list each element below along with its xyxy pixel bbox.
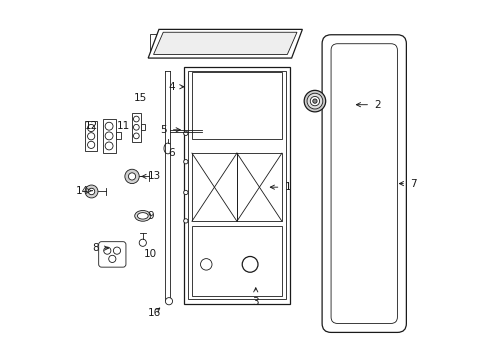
Bar [141, 125, 145, 130]
Ellipse shape [135, 211, 151, 221]
Circle shape [88, 188, 95, 195]
Text: 16: 16 [148, 308, 161, 318]
Text: 4: 4 [168, 82, 184, 92]
Polygon shape [153, 32, 297, 54]
Circle shape [313, 99, 317, 103]
Text: 10: 10 [144, 248, 156, 258]
Bar [192, 226, 282, 296]
Circle shape [128, 173, 136, 180]
Bar [150, 35, 158, 54]
Circle shape [307, 93, 323, 109]
Text: 13: 13 [141, 171, 161, 181]
Text: 15: 15 [134, 93, 147, 103]
Text: 8: 8 [92, 243, 108, 253]
Circle shape [105, 142, 113, 150]
Bar [132, 113, 141, 142]
Text: 3: 3 [252, 288, 259, 307]
Bar [192, 72, 282, 139]
Circle shape [242, 256, 258, 272]
Text: 2: 2 [356, 100, 381, 110]
Text: 1: 1 [270, 182, 292, 192]
Circle shape [125, 169, 139, 184]
Circle shape [166, 298, 172, 305]
Text: 5: 5 [160, 125, 180, 135]
Circle shape [133, 133, 139, 139]
Circle shape [113, 247, 121, 254]
Text: 14: 14 [76, 186, 92, 196]
Text: 7: 7 [399, 179, 417, 189]
Text: 9: 9 [147, 211, 154, 221]
Circle shape [184, 159, 188, 164]
Bar [237, 153, 282, 221]
Circle shape [85, 185, 98, 198]
Text: 11: 11 [117, 121, 130, 131]
Circle shape [184, 190, 188, 195]
Polygon shape [148, 30, 302, 58]
Bar [85, 121, 97, 151]
Bar [188, 71, 286, 300]
FancyBboxPatch shape [322, 35, 406, 332]
Circle shape [105, 122, 113, 130]
Circle shape [88, 133, 95, 140]
Circle shape [88, 141, 95, 148]
Text: 6: 6 [168, 148, 175, 158]
FancyBboxPatch shape [98, 242, 126, 267]
Circle shape [304, 90, 326, 112]
Bar [192, 153, 237, 221]
Circle shape [133, 125, 139, 130]
Circle shape [105, 132, 113, 140]
Circle shape [88, 125, 95, 132]
Circle shape [109, 255, 116, 262]
Circle shape [133, 116, 139, 122]
FancyBboxPatch shape [331, 44, 397, 323]
Bar [102, 119, 116, 153]
Circle shape [104, 247, 111, 254]
Bar [184, 67, 290, 304]
Text: 12: 12 [85, 121, 98, 131]
Bar [116, 132, 121, 139]
Circle shape [184, 131, 188, 135]
Circle shape [200, 258, 212, 270]
Ellipse shape [137, 213, 148, 219]
Circle shape [184, 219, 188, 223]
Circle shape [139, 239, 147, 246]
Circle shape [310, 96, 319, 106]
